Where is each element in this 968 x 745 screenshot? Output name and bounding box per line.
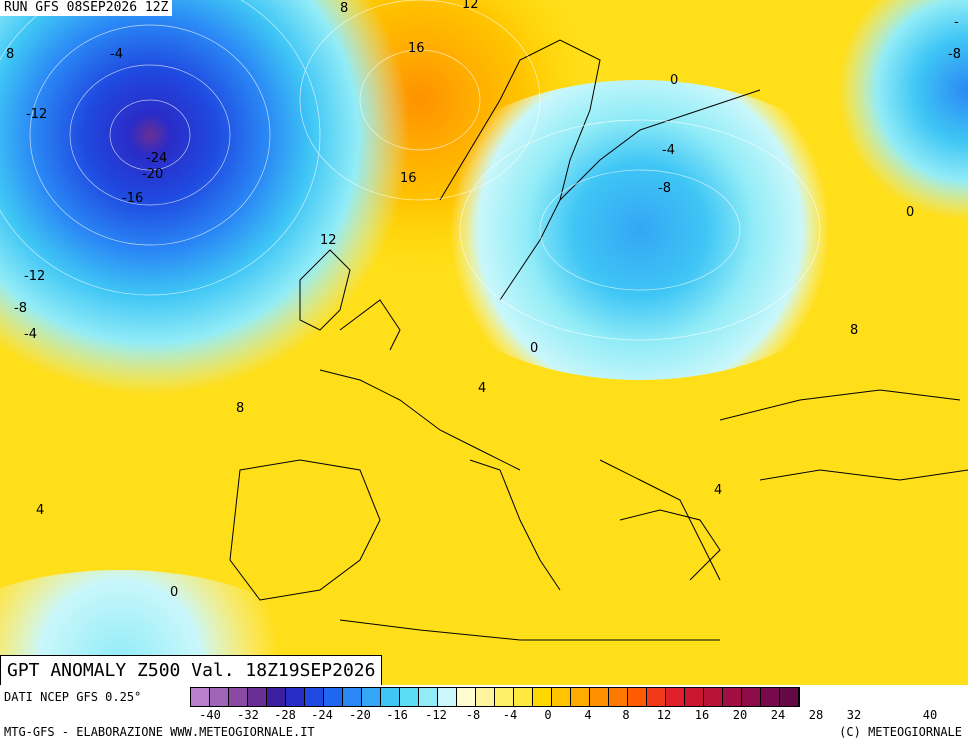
contour-label: -12 (24, 269, 45, 284)
credit-text: MTG-GFS - ELABORAZIONE WWW.METEOGIORNALE… (4, 725, 315, 739)
anomaly-map: 8 8 12 -4 16 16 12 -12 -24 -20 -16 -12 -… (0, 0, 968, 685)
contour-label: - (954, 15, 959, 30)
scale-swatch (210, 688, 229, 706)
contour-label: 4 (714, 483, 722, 498)
scale-swatch (476, 688, 495, 706)
contour-label: -16 (122, 191, 143, 206)
scale-swatch (514, 688, 533, 706)
scale-swatch (191, 688, 210, 706)
scale-tick-label: 16 (694, 708, 710, 722)
contour-label: 4 (36, 503, 44, 518)
contour-label: 16 (408, 41, 425, 56)
scale-tick-label: 20 (732, 708, 748, 722)
contour-label: 8 (236, 401, 244, 416)
contour-label: 8 (340, 1, 348, 16)
scale-swatch (552, 688, 571, 706)
scale-swatch (723, 688, 742, 706)
scale-swatch (704, 688, 723, 706)
scale-tick-label: 12 (656, 708, 672, 722)
scale-tick-label: -24 (311, 708, 333, 722)
scale-swatch (419, 688, 438, 706)
scale-swatch (343, 688, 362, 706)
scale-swatch (305, 688, 324, 706)
scale-swatch (400, 688, 419, 706)
scale-swatch (533, 688, 552, 706)
contour-label: -8 (658, 181, 671, 196)
scale-swatch (267, 688, 286, 706)
contour-label: -24 (146, 151, 167, 166)
scale-tick-label: -12 (425, 708, 447, 722)
scale-tick-label: -28 (274, 708, 296, 722)
scale-swatch (761, 688, 780, 706)
data-source: DATI NCEP GFS 0.25° (4, 690, 142, 704)
scale-tick-label: 8 (622, 708, 630, 722)
scale-swatch (438, 688, 457, 706)
scale-swatch (780, 688, 799, 706)
scale-tick-label: 24 (770, 708, 786, 722)
scale-tick-label: 28 (808, 708, 824, 722)
contour-label: -8 (948, 47, 961, 62)
run-info: RUN GFS 08SEP2026 12Z (0, 0, 173, 16)
scale-tick-label: -32 (237, 708, 259, 722)
scale-tick-label: -40 (199, 708, 221, 722)
scale-swatch (324, 688, 343, 706)
scale-swatch (362, 688, 381, 706)
contour-label: -20 (142, 167, 163, 182)
contour-label: -12 (26, 107, 47, 122)
contour-label: -4 (110, 47, 123, 62)
scale-swatch (685, 688, 704, 706)
scale-tick-label: -16 (386, 708, 408, 722)
contour-label: 0 (670, 73, 678, 88)
scale-swatch (647, 688, 666, 706)
scale-swatch (590, 688, 609, 706)
scale-tick-label: 40 (922, 708, 938, 722)
contour-label: 0 (906, 205, 914, 220)
scale-swatch (571, 688, 590, 706)
scale-tick-label: 0 (544, 708, 552, 722)
contour-label: 16 (400, 171, 417, 186)
scale-tick-label: 32 (846, 708, 862, 722)
scale-swatch (666, 688, 685, 706)
contour-label: -4 (662, 143, 675, 158)
contour-label: 8 (850, 323, 858, 338)
scale-swatch (286, 688, 305, 706)
color-scale (190, 687, 800, 707)
coastlines (229, 39, 968, 641)
scale-swatch (628, 688, 647, 706)
contour-label: 12 (320, 233, 337, 248)
scale-swatch (609, 688, 628, 706)
scale-tick-label: -8 (465, 708, 481, 722)
contour-label: 8 (6, 47, 14, 62)
copyright-text: (C) METEOGIORNALE (839, 725, 962, 739)
contour-label: -4 (24, 327, 37, 342)
scale-tick-label: 4 (584, 708, 592, 722)
scale-tick-label: -20 (349, 708, 371, 722)
scale-swatch (229, 688, 248, 706)
scale-ticks: -40 -32 -28 -24 -20 -16 -12 -8 -4 0 4 8 12 16 20 24 28 32… (190, 708, 968, 722)
scale-swatch (495, 688, 514, 706)
scale-swatch (457, 688, 476, 706)
contour-label: 0 (170, 585, 178, 600)
contour-label: 12 (462, 0, 479, 12)
scale-swatch (381, 688, 400, 706)
contour-labels: 8 8 12 -4 16 16 12 -12 -24 -20 -16 -12 -… (6, 0, 961, 600)
contours (0, 0, 821, 341)
contour-label: 0 (530, 341, 538, 356)
scale-tick-label: -4 (502, 708, 518, 722)
contour-label: 4 (478, 381, 486, 396)
scale-swatch (248, 688, 267, 706)
map-title: GPT ANOMALY Z500 Val. 18Z19SEP2026 (0, 655, 383, 687)
contour-label: -8 (14, 301, 27, 316)
scale-swatch (742, 688, 761, 706)
